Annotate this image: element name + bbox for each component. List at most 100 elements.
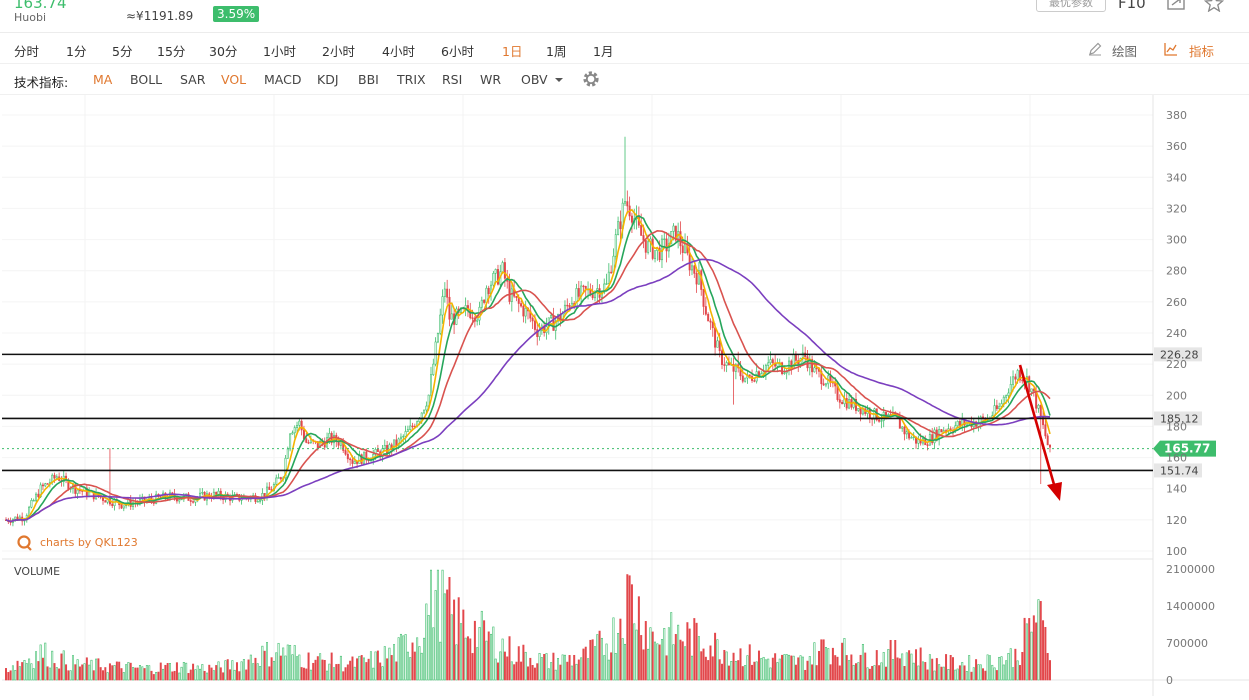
chevron-down-icon[interactable] — [554, 76, 564, 84]
candle-body — [30, 500, 33, 508]
volume-bar — [931, 658, 934, 681]
volume-bar — [240, 661, 243, 681]
volume-bar — [836, 656, 839, 681]
tf-1m[interactable]: 1分 — [66, 44, 87, 59]
volume-bar — [487, 631, 490, 681]
arrow-head — [1047, 482, 1062, 501]
ind-vol[interactable]: VOL — [221, 72, 247, 87]
volume-bar — [55, 667, 58, 681]
candle-body — [912, 436, 915, 438]
volume-bar — [878, 665, 881, 681]
volume-bar — [335, 664, 338, 681]
ind-sar[interactable]: SAR — [180, 72, 206, 87]
volume-bar — [192, 663, 195, 681]
candle-body — [956, 421, 959, 427]
volume-bar — [476, 647, 479, 681]
star-icon[interactable] — [1204, 0, 1224, 12]
y-tick-label: 100 — [1166, 545, 1187, 558]
candle-body — [697, 270, 700, 285]
ind-bbi[interactable]: BBI — [358, 72, 379, 87]
tf-1mo[interactable]: 1月 — [593, 44, 614, 59]
tf-4h[interactable]: 4小时 — [382, 44, 415, 59]
candle-body — [397, 438, 400, 447]
volume-bar — [196, 665, 199, 681]
volume-bar — [1032, 615, 1035, 681]
volume-bar — [367, 658, 370, 681]
volume-bar — [783, 654, 786, 681]
candle-body — [898, 417, 901, 429]
tf-1w[interactable]: 1周 — [546, 44, 567, 59]
tf-5m[interactable]: 5分 — [112, 44, 133, 59]
indicators-button[interactable]: 指标 — [1189, 44, 1215, 59]
tf-1h[interactable]: 1小时 — [263, 44, 296, 59]
volume-bar — [550, 662, 553, 681]
volume-bar — [764, 659, 767, 681]
volume-bar — [360, 655, 363, 681]
kline-svg[interactable]: 226.28 185.12 151.74 165.77 100 120 140 160 180… — [0, 95, 1249, 696]
ind-trix[interactable]: TRIX — [397, 72, 426, 87]
volume-bar — [506, 656, 509, 681]
candle-body — [37, 493, 40, 498]
volume-bar — [968, 655, 971, 681]
pencil-icon[interactable] — [1088, 42, 1102, 56]
volume-bar — [372, 667, 375, 681]
arrow-line — [1018, 364, 1057, 489]
volume-bar — [358, 655, 361, 681]
candle-body — [901, 426, 904, 429]
candle-body — [933, 429, 936, 444]
ind-rsi[interactable]: RSI — [442, 72, 463, 87]
candle-body — [409, 425, 412, 431]
volume-bar — [566, 661, 569, 681]
indicator-bar: 技术指标: MA BOLL SAR VOL MACD KDJ BBI TRIX … — [0, 64, 1249, 95]
candle-body — [538, 330, 541, 337]
ind-wr[interactable]: WR — [480, 72, 502, 87]
volume-bar — [30, 663, 33, 681]
ind-boll[interactable]: BOLL — [130, 72, 163, 87]
candle-body — [480, 299, 483, 308]
tf-fenshi[interactable]: 分时 — [14, 44, 40, 59]
candle-body — [711, 321, 714, 329]
candle-body — [346, 453, 349, 460]
candle-body — [1049, 444, 1051, 448]
candle-body — [690, 265, 693, 271]
volume-bar — [508, 636, 511, 681]
volume-bar — [14, 670, 17, 681]
volume-bar — [293, 645, 296, 681]
volume-bar — [312, 662, 315, 681]
indicator-chart-icon[interactable] — [1164, 42, 1178, 56]
ind-obv[interactable]: OBV — [521, 72, 548, 87]
volume-bar — [256, 663, 259, 681]
candle-body — [429, 374, 432, 396]
f10-button[interactable]: F10 — [1118, 0, 1146, 12]
volume-bar — [25, 663, 28, 681]
volume-bar — [51, 650, 54, 681]
optimal-params-button[interactable]: 最优参数 — [1036, 0, 1106, 12]
volume-bar — [326, 670, 329, 681]
volume-bar — [95, 658, 98, 681]
gear-icon[interactable] — [582, 70, 600, 88]
volume-bar — [261, 645, 264, 681]
tf-6h[interactable]: 6小时 — [441, 44, 474, 59]
ind-ma[interactable]: MA — [93, 72, 113, 87]
candle-body — [319, 440, 322, 448]
volume-bar — [18, 666, 21, 681]
ind-macd[interactable]: MACD — [264, 72, 302, 87]
tf-1d[interactable]: 1日 — [502, 44, 523, 59]
volume-bar — [409, 657, 412, 681]
kline-chart[interactable]: 226.28 185.12 151.74 165.77 100 120 140 160 180… — [0, 95, 1249, 696]
draw-button[interactable]: 绘图 — [1112, 44, 1138, 59]
tf-2h[interactable]: 2小时 — [322, 44, 355, 59]
tf-15m[interactable]: 15分 — [157, 44, 186, 59]
candle-body — [600, 291, 603, 298]
fullscreen-icon[interactable] — [1166, 0, 1186, 12]
volume-bar — [473, 620, 476, 681]
volume-bar — [831, 647, 834, 681]
candle-body — [1016, 370, 1019, 380]
volume-bar — [584, 646, 587, 681]
volume-bar — [71, 655, 74, 681]
candle-body — [566, 304, 569, 307]
ind-kdj[interactable]: KDJ — [317, 72, 339, 87]
tf-30m[interactable]: 30分 — [209, 44, 238, 59]
level-label: 226.28 — [1160, 348, 1199, 361]
volume-bar — [524, 651, 527, 681]
